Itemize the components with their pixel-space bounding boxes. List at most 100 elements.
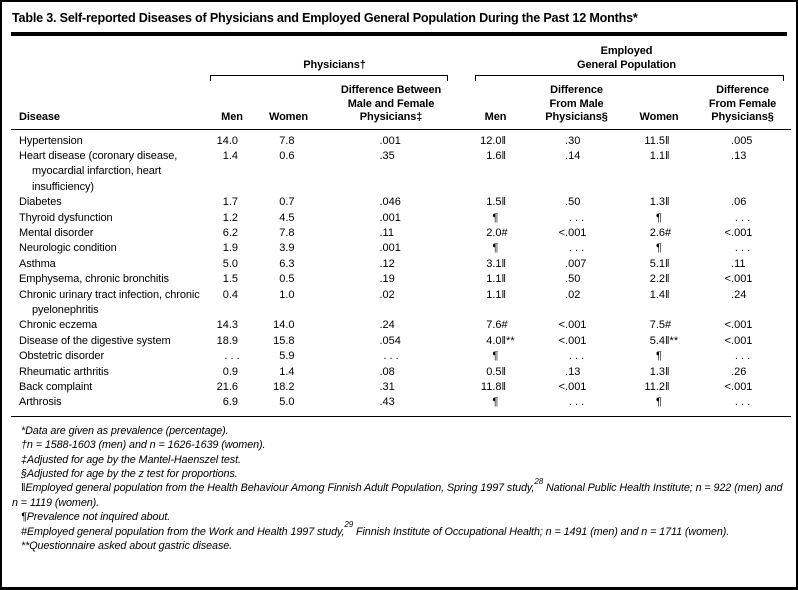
cell-e_diff_f: .11 (731, 257, 746, 270)
cell-p_women: 18.2 (273, 381, 295, 393)
table-row: Disease of the digestive system 18.9 15.8.… (11, 334, 791, 349)
disease-label: Thyroid dysfunction (19, 211, 113, 224)
cell-p_women: 1.4 (279, 365, 295, 378)
cell-e_men: 12.0‖ (480, 134, 507, 147)
cell-e_diff_m: . . . (568, 242, 585, 255)
cell-e_diff_f: .24 (731, 288, 747, 301)
cell-e_men: 0.5‖ (486, 365, 507, 378)
employed-bracket (475, 75, 785, 81)
data-table: Physicians† Employed General Population … (11, 36, 792, 417)
footnote: ‖Employed general population from the He… (12, 476, 783, 509)
cell-p_men: 6.2 (222, 226, 238, 239)
employed-group-cell: Employed General Population (462, 36, 791, 81)
cell-e_men: ¶ (492, 396, 499, 409)
cell-e_women: 11.5‖ (644, 134, 670, 147)
cell-e_diff_m: . . . (568, 350, 585, 363)
cell-p_diff: .35 (379, 149, 395, 162)
cell-p_diff: .11 (379, 226, 394, 239)
table-row: Thyroid dysfunction 1.2 4.5 .001 ¶ . . . ¶ . . … (11, 211, 791, 226)
table-row: Emphysema, chronic bronchitis 1.5 0.5 .19 1.… (11, 272, 791, 287)
disease-label: Rheumatic arthritis (19, 365, 109, 378)
disease-label: Heart disease (coronary disease, myocard… (19, 149, 178, 193)
table-row: Chronic eczema 14.3 14.0 .24 7.6# <.001 7.5# <.… (11, 318, 791, 333)
disease-cell: Chronic eczema (11, 318, 207, 333)
cell-e_men: 2.0# (486, 226, 508, 239)
cell-e_diff_f: <.001 (724, 319, 753, 332)
cell-e_diff_m: .13 (565, 365, 581, 378)
cell-p_diff: .054 (379, 334, 401, 347)
cell-e_diff_m: .02 (565, 288, 581, 301)
disease-label: Chronic eczema (19, 319, 98, 332)
cell-p_diff: .001 (379, 134, 401, 147)
disease-cell: Back complaint (11, 380, 207, 395)
cell-p_women: 7.8 (279, 134, 295, 147)
disease-label: Disease of the digestive system (19, 334, 171, 347)
disease-label: Emphysema, chronic bronchitis (19, 273, 169, 286)
cell-e_diff_f: <.001 (724, 334, 753, 347)
cell-p_diff: .19 (379, 273, 395, 286)
disease-label: Mental disorder (19, 226, 94, 239)
cell-e_diff_f: .26 (731, 365, 747, 378)
disease-label: Back complaint (19, 381, 93, 393)
cell-e_men: 11.8‖ (480, 381, 507, 393)
cell-p_women: 5.0 (279, 396, 295, 409)
cell-p_women: 7.8 (279, 226, 295, 239)
spacer-cell (11, 36, 207, 81)
table-row: Rheumatic arthritis 0.9 1.4 .08 0.5‖ .13 1.3‖.… (11, 365, 791, 380)
physicians-group-cell: Physicians† (207, 36, 462, 81)
disease-cell: Heart disease (coronary disease, myocard… (11, 149, 207, 195)
footnote: †n = 1588-1603 (men) and n = 1626-1639 (… (21, 439, 266, 452)
cell-p_diff: .31 (379, 381, 395, 393)
cell-p_men: 14.0 (216, 134, 238, 147)
footnotes-block: *Data are given as prevalence (percentag… (11, 417, 787, 554)
table-title: Table 3. Self-reported Diseases of Physi… (12, 11, 638, 25)
footnote: ‡Adjusted for age by the Mantel-Haenszel… (21, 453, 241, 466)
col-header-difference-from-female: Difference From Female Physicians§ (694, 81, 792, 130)
cell-p_diff: .02 (379, 288, 395, 301)
cell-p_women: 6.3 (279, 257, 295, 270)
cell-p_men: 18.9 (216, 334, 238, 347)
cell-e_men: 3.1‖ (486, 257, 507, 270)
cell-e_women: 7.5# (649, 319, 672, 332)
cell-p_men: 21.6 (216, 381, 238, 393)
cell-e_women: 2.6# (649, 226, 672, 239)
col-header-physicians-men: Men (207, 81, 257, 130)
footnote: #Employed general population from the Wo… (21, 520, 730, 538)
cell-p_men: 6.9 (222, 396, 238, 409)
cell-p_women: 5.9 (279, 350, 295, 363)
footnote: §Adjusted for age by the z test for prop… (21, 468, 238, 481)
disease-cell: Hypertension (11, 129, 207, 149)
disease-label: Hypertension (19, 134, 83, 147)
cell-e_diff_f: .13 (731, 149, 747, 162)
title-divider-rule (11, 32, 787, 36)
cell-p_women: 0.5 (279, 273, 295, 286)
cell-p_diff: .001 (379, 211, 401, 224)
cell-e_diff_m: . . . (568, 396, 585, 409)
cell-e_women: 1.4‖ (649, 288, 670, 301)
cell-e_diff_f: . . . (734, 396, 751, 409)
col-header-disease: Disease (11, 81, 207, 130)
cell-e_women: 1.3‖ (649, 196, 670, 209)
disease-label: Neurologic condition (19, 242, 117, 255)
footnote: *Data are given as prevalence (percentag… (21, 424, 229, 437)
disease-cell: Disease of the digestive system (11, 334, 207, 349)
cell-e_women: 2.2‖ (649, 273, 670, 286)
cell-e_men: ¶ (492, 242, 499, 255)
cell-p_diff: .001 (379, 242, 401, 255)
cell-p_men: 5.0 (222, 257, 238, 270)
cell-p_diff: .12 (379, 257, 395, 270)
cell-e_diff_f: <.001 (724, 381, 753, 393)
cell-e_diff_m: <.001 (558, 226, 587, 239)
footnote: ¶Prevalence not inquired about. (21, 511, 171, 524)
cell-e_diff_m: .007 (565, 257, 587, 270)
cell-e_men: 1.1‖ (486, 273, 507, 286)
cell-e_diff_f: <.001 (724, 273, 753, 286)
cell-p_men: 1.4 (222, 149, 238, 162)
cell-e_men: 1.1‖ (486, 288, 507, 301)
disease-label: Asthma (19, 257, 56, 270)
cell-e_diff_f: .005 (731, 134, 753, 147)
cell-e_diff_m: <.001 (558, 381, 587, 393)
table-row: Hypertension 14.0 7.8 .001 12.0‖ .30 11.5‖ .005 (11, 129, 791, 149)
reference-superscript: 28 (534, 476, 544, 486)
